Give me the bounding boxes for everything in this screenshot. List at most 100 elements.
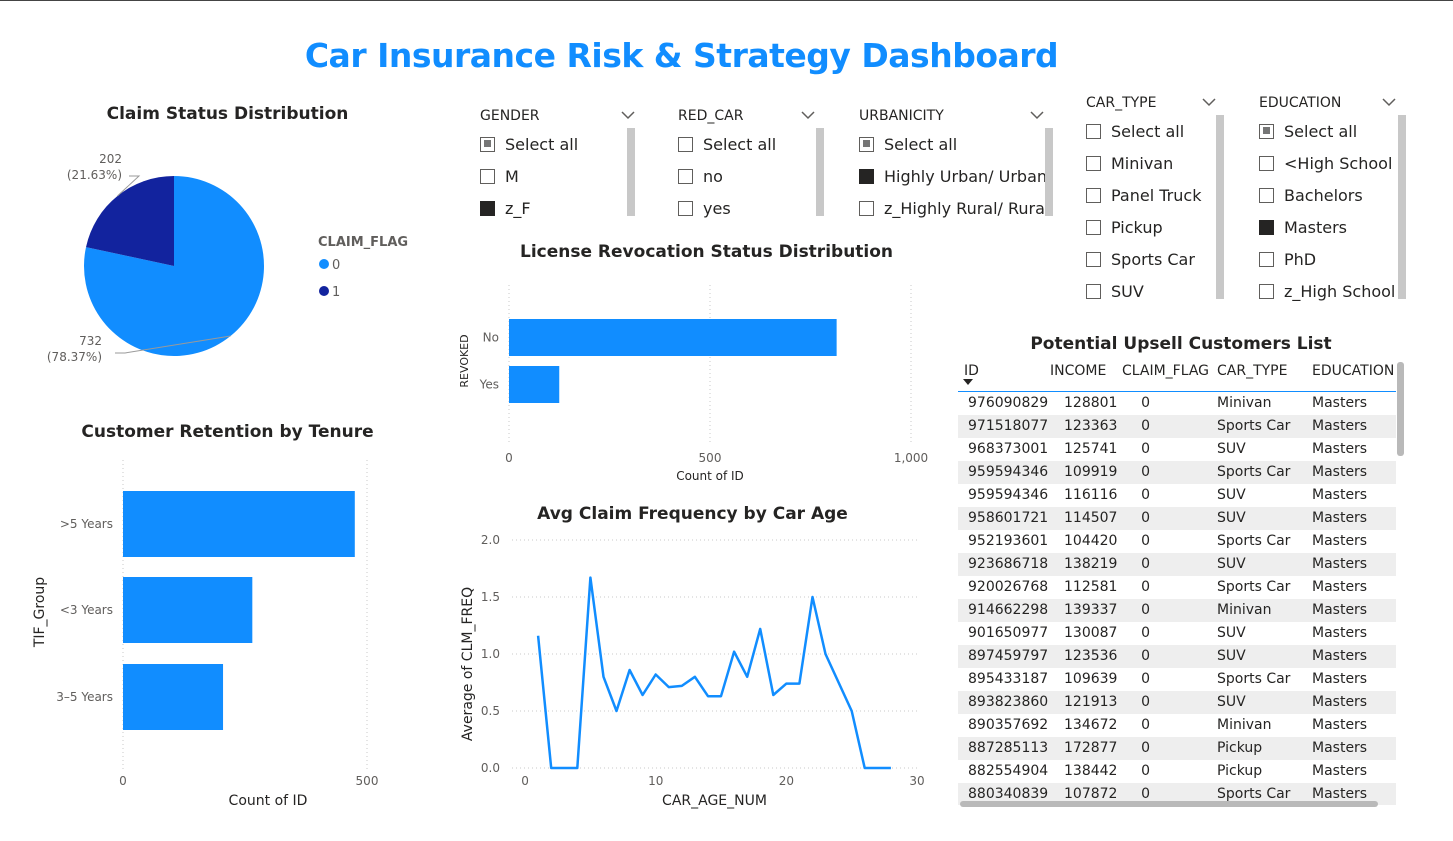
slicer-option[interactable]: Panel Truck [1086,183,1201,207]
slicer-option[interactable]: Select all [1086,119,1184,143]
table-row[interactable]: 890357692 134672 0 Minivan Masters [958,714,1396,737]
table-row[interactable]: 959594346 116116 0 SUV Masters [958,484,1396,507]
checkbox[interactable] [1259,219,1274,235]
checkbox[interactable] [859,168,874,184]
sort-desc-icon[interactable] [963,379,973,386]
pie-chart[interactable]: 732 (78.37%) 202 (21.63%) CLAIM_FLAG 0 1 [40,140,440,380]
table-row[interactable]: 887285113 172877 0 Pickup Masters [958,737,1396,760]
column-header-education[interactable]: EDUCATION [1312,363,1395,379]
chevron-down-icon[interactable] [1029,109,1045,121]
slicer-scrollbar[interactable] [1216,115,1224,299]
checkbox[interactable] [1259,155,1274,171]
table-horizontal-scrollbar[interactable] [960,801,1378,807]
slicer-scrollbar[interactable] [816,128,824,216]
slicer-option[interactable]: Sports Car [1086,247,1195,271]
column-header-car-type[interactable]: CAR_TYPE [1217,363,1288,379]
table-vertical-scrollbar[interactable] [1397,362,1404,456]
table-row[interactable]: 914662298 139337 0 Minivan Masters [958,599,1396,622]
revoked-y-tick-label: No [483,331,499,345]
checkbox[interactable] [1086,283,1101,299]
revoked-x-tick-label: 500 [699,451,722,465]
chevron-down-icon[interactable] [620,109,636,121]
slicer-option[interactable]: PhD [1259,247,1316,271]
table-row[interactable]: 968373001 125741 0 SUV Masters [958,438,1396,461]
slicer-scrollbar[interactable] [1045,128,1053,216]
column-header-claim-flag[interactable]: CLAIM_FLAG [1122,363,1210,379]
slicer-option[interactable]: Select all [1259,119,1357,143]
slicer-option[interactable]: Bachelors [1259,183,1363,207]
slicer-option[interactable]: Select all [678,132,776,156]
chevron-down-icon[interactable] [800,109,816,121]
checkbox[interactable] [859,200,874,216]
checkbox[interactable] [1086,251,1101,267]
slicer-option[interactable]: Masters [1259,215,1347,239]
checkbox[interactable] [859,136,874,152]
red-car-slicer[interactable]: RED_CAR Select all no yes [678,108,828,218]
slicer-option[interactable]: SUV [1086,279,1144,303]
car-age-line-chart[interactable]: 0.0 0.5 1.0 1.5 2.0 0 10 20 30 CAR_AGE_NUM Average… [445,525,945,820]
slicer-scrollbar[interactable] [1398,115,1406,299]
chevron-path [621,111,635,120]
table-row[interactable]: 897459797 123536 0 SUV Masters [958,645,1396,668]
checkbox[interactable] [1086,123,1101,139]
table-cell: 887285113 [968,740,1049,756]
checkbox[interactable] [480,168,495,184]
chevron-down-icon[interactable] [1201,96,1217,108]
table-row[interactable]: 893823860 121913 0 SUV Masters [958,691,1396,714]
table-row[interactable]: 959594346 109919 0 Sports Car Masters [958,461,1396,484]
table-row[interactable]: 901650977 130087 0 SUV Masters [958,622,1396,645]
slicer-option-label: <High School [1284,153,1393,173]
table-row[interactable]: 952193601 104420 0 Sports Car Masters [958,530,1396,553]
table-row[interactable]: 971518077 123363 0 Sports Car Masters [958,415,1396,438]
checkbox[interactable] [1086,219,1101,235]
slicer-option[interactable]: z_Highly Rural/ Rural [859,196,1049,220]
slicer-option[interactable]: <High School [1259,151,1392,175]
table-row[interactable]: 976090829 128801 0 Minivan Masters [958,392,1396,415]
slicer-option[interactable]: Pickup [1086,215,1163,239]
checkbox[interactable] [678,168,693,184]
slicer-option[interactable]: Select all [480,132,578,156]
slicer-option[interactable]: Select all [859,132,957,156]
table-row[interactable]: 882554904 138442 0 Pickup Masters [958,760,1396,783]
table-cell: Masters [1312,441,1368,457]
checkbox[interactable] [1086,155,1101,171]
chevron-path [1202,98,1216,107]
checkbox[interactable] [678,136,693,152]
table-row[interactable]: 958601721 114507 0 SUV Masters [958,507,1396,530]
line-y-tick-label: 0.0 [481,761,500,775]
slicer-option[interactable]: M [480,164,519,188]
table-row[interactable]: 920026768 112581 0 Sports Car Masters [958,576,1396,599]
revoked-bar-chart[interactable]: 0 500 1,000 No Yes Count of ID REVOKED [445,265,945,490]
slicer-option[interactable]: no [678,164,723,188]
checkbox[interactable] [1259,251,1274,267]
urbanicity-slicer[interactable]: URBANICITY Select all Highly Urban/ Urban z… [859,108,1059,218]
car-type-slicer[interactable]: CAR_TYPE Select all Minivan Panel Truck Pick… [1086,95,1226,307]
checkbox[interactable] [1259,123,1274,139]
table-row[interactable]: 895433187 109639 0 Sports Car Masters [958,668,1396,691]
slicer-option[interactable]: yes [678,196,731,220]
table-cell: 0 [1141,418,1150,434]
slicer-option[interactable]: z_F [480,196,531,220]
checkbox[interactable] [480,136,495,152]
checkbox[interactable] [1259,283,1274,299]
table-cell: 882554904 [968,763,1049,779]
education-slicer[interactable]: EDUCATION Select all <High School Bachelors… [1259,95,1409,307]
slicer-option[interactable]: Minivan [1086,151,1173,175]
slicer-option-label: Pickup [1111,217,1163,237]
table-row[interactable]: 880340839 107872 0 Sports Car Masters [958,783,1396,805]
column-header-id[interactable]: ID [964,363,979,379]
slicer-scrollbar[interactable] [627,128,635,216]
table-cell: Masters [1312,763,1368,779]
checkbox[interactable] [678,200,693,216]
column-header-income[interactable]: INCOME [1050,363,1107,379]
checkbox[interactable] [1259,187,1274,203]
slicer-option[interactable]: z_High School [1259,279,1395,303]
checkbox[interactable] [480,200,495,216]
tenure-bar-chart[interactable]: 0 500 >5 Years <3 Years 3–5 Years Count of ID… [20,450,420,820]
slicer-option[interactable]: Highly Urban/ Urban [859,164,1047,188]
upsell-table[interactable]: ID INCOME CLAIM_FLAG CAR_TYPE EDUCATION … [958,360,1396,805]
checkbox[interactable] [1086,187,1101,203]
chevron-down-icon[interactable] [1381,96,1397,108]
table-row[interactable]: 923686718 138219 0 SUV Masters [958,553,1396,576]
